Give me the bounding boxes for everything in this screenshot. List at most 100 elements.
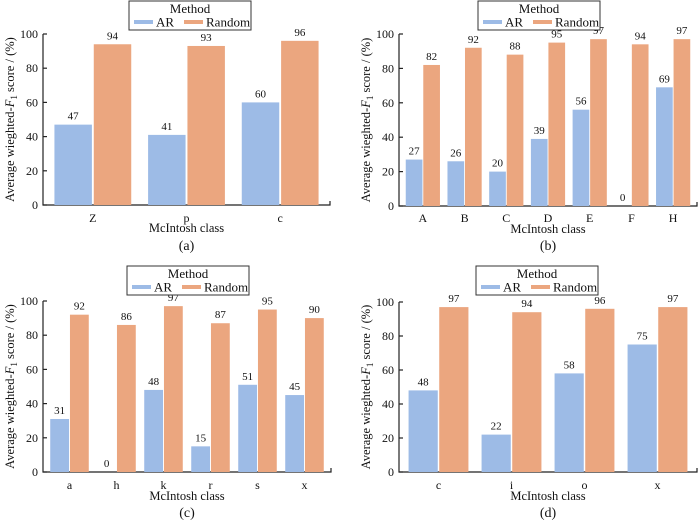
legend-swatch-ar (481, 285, 500, 289)
data-label-random-x: 90 (309, 304, 321, 316)
x-tick-label: h (114, 478, 120, 492)
bar-random-a (69, 314, 89, 472)
bar-random-D (548, 42, 566, 206)
data-label-ar-p: 41 (161, 121, 172, 133)
bar-ar-c (241, 102, 280, 205)
legend-label-ar: AR (156, 15, 174, 30)
y-tick-label: 0 (388, 199, 394, 213)
legend-box (126, 265, 250, 296)
axis-lines (398, 302, 698, 473)
data-label-random-c: 96 (294, 27, 306, 39)
bar-random-i (512, 312, 542, 472)
x-tick-label: s (255, 478, 260, 492)
data-label-ar-i: 22 (491, 421, 502, 433)
bar-random-h (116, 324, 136, 472)
bar-ar-o (554, 373, 584, 472)
y-tick-label: 100 (20, 27, 38, 41)
data-label-random-k: 97 (168, 292, 180, 304)
data-label-ar-D: 39 (534, 125, 546, 137)
bar-random-c (439, 307, 469, 472)
data-label-random-B: 92 (468, 34, 479, 46)
data-label-ar-F: 0 (620, 192, 626, 204)
bar-random-F (631, 44, 649, 206)
y-tick-label: 80 (26, 61, 38, 75)
x-tick-label: A (419, 211, 428, 225)
bar-random-C (506, 54, 524, 206)
bar-ar-D (530, 138, 548, 206)
y-axis-title: Average wieghted-F1 score / (%) (3, 304, 19, 469)
data-label-ar-h: 0 (104, 458, 110, 470)
legend-swatch-random (531, 285, 550, 289)
bar-random-c (281, 40, 319, 206)
legend-label-random: Random (553, 280, 597, 295)
y-tick-label: 20 (382, 165, 394, 179)
y-tick-label: 60 (382, 96, 394, 110)
data-label-ar-B: 26 (450, 147, 462, 159)
chart-panel-b: 0 20 40 60 80 100 27 82 A 26 92 B 20 88 C 39 95 D 56 97 E 0 94… (359, 0, 698, 254)
bar-ar-H (656, 87, 673, 206)
bar-random-B (464, 47, 482, 207)
data-label-ar-s: 51 (242, 371, 253, 383)
x-tick-label: a (67, 478, 73, 492)
x-tick-label: r (209, 478, 213, 492)
bar-random-o (585, 308, 615, 472)
legend-label-ar: AR (503, 280, 521, 295)
bar-ar-x (285, 395, 305, 472)
data-label-ar-Z: 47 (68, 111, 80, 123)
x-tick-label: x (302, 478, 308, 492)
panel-label: (b) (540, 239, 557, 254)
y-axis-title: Average wieghted-F1 score / (%) (359, 38, 375, 203)
legend-swatch-random (184, 20, 203, 24)
data-label-ar-r: 15 (195, 432, 207, 444)
bar-ar-s (238, 384, 258, 472)
bar-ar-i (481, 434, 511, 472)
y-tick-label: 40 (382, 397, 394, 411)
y-tick-label: 40 (382, 130, 394, 144)
x-tick-label: D (544, 211, 553, 225)
axis-lines (42, 34, 331, 206)
panel-label: (d) (540, 506, 557, 521)
y-tick-label: 0 (388, 465, 394, 479)
data-label-random-o: 96 (594, 295, 606, 307)
y-axis-title: Average wieghted-F1 score / (%) (359, 305, 375, 470)
legend-swatch-random (533, 20, 552, 24)
bar-random-H (673, 39, 691, 206)
data-label-ar-H: 69 (659, 73, 671, 85)
x-axis-title: McIntosh class (149, 489, 224, 503)
data-label-ar-E: 56 (575, 96, 587, 108)
x-axis-title: McIntosh class (510, 222, 585, 236)
data-label-random-x: 97 (667, 293, 679, 305)
data-label-random-Z: 94 (107, 30, 119, 42)
bar-ar-r (191, 446, 211, 472)
y-tick-label: 0 (32, 465, 38, 479)
y-axis-title: Average wieghted-F1 score / (%) (3, 37, 19, 202)
y-tick-label: 60 (26, 95, 38, 109)
data-label-random-H: 97 (676, 25, 688, 37)
y-tick-label: 100 (376, 27, 394, 41)
bar-ar-B (447, 161, 465, 206)
panel-label: (a) (179, 239, 195, 254)
x-tick-label: k (161, 478, 167, 492)
x-tick-label: H (669, 211, 678, 225)
data-label-random-c: 97 (448, 293, 460, 305)
bar-random-x (304, 318, 324, 472)
data-label-ar-x: 75 (637, 331, 649, 343)
bar-random-E (590, 39, 607, 206)
y-tick-label: 100 (376, 295, 394, 309)
legend-label-random: Random (204, 280, 248, 295)
legend-swatch-random (182, 285, 201, 289)
x-tick-label: B (461, 211, 469, 225)
x-tick-label: c (436, 478, 441, 492)
legend-label-ar: AR (154, 280, 172, 295)
chart-panel-a: 0 20 40 60 80 100 47 94 Z 41 93 p 60 96 c McIntosh clas… (3, 0, 331, 254)
y-tick-label: 60 (26, 362, 38, 376)
data-label-ar-k: 48 (148, 376, 160, 388)
x-tick-label: E (586, 211, 593, 225)
x-tick-label: Z (89, 211, 96, 225)
bar-ar-a (50, 418, 70, 472)
x-axis-title: McIntosh class (149, 221, 224, 235)
x-tick-label: o (582, 478, 588, 492)
